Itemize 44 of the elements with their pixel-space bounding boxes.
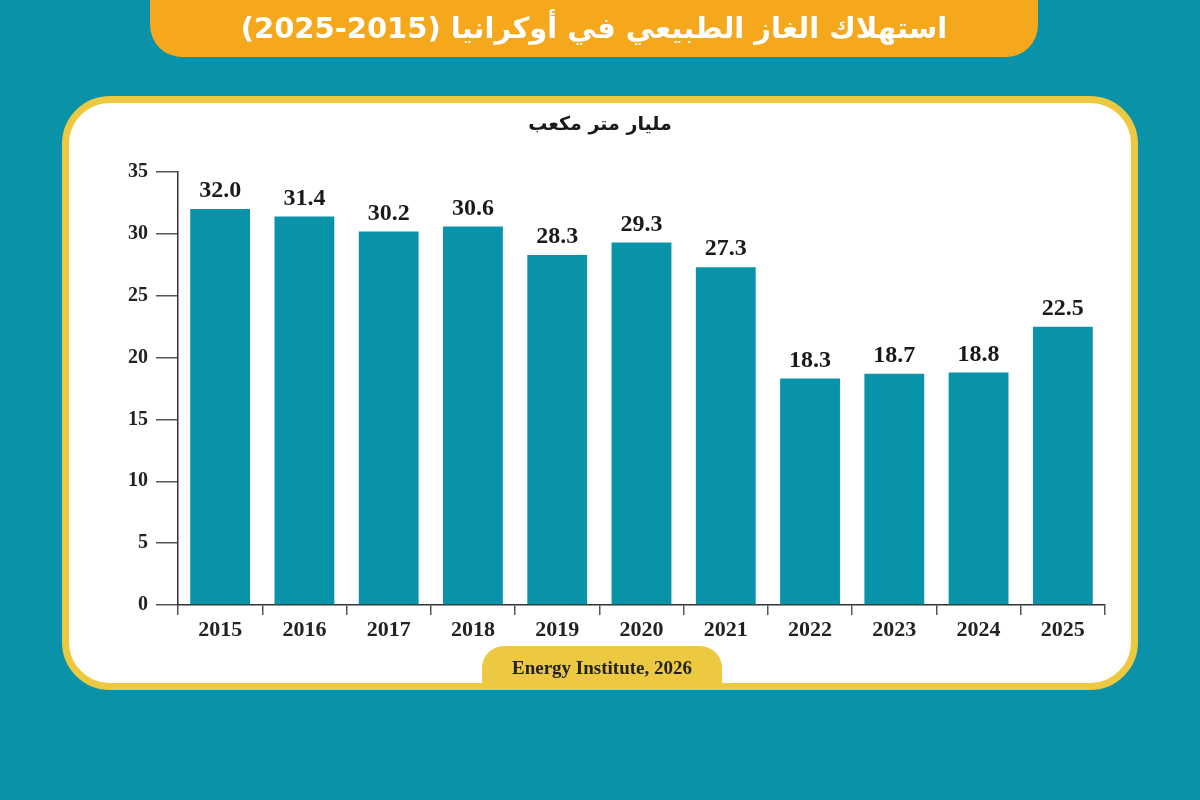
x-tick-label: 2021 [703,615,748,641]
y-tick-label: 5 [138,530,148,553]
y-tick-label: 0 [138,592,148,615]
bar [864,373,925,605]
y-tick-label: 25 [128,282,148,305]
bar [190,209,251,605]
data-label: 27.3 [704,234,747,261]
x-tick-label: 2023 [872,615,917,641]
data-label: 30.2 [367,198,410,225]
data-label: 29.3 [620,209,663,236]
data-label: 32.0 [199,176,242,203]
data-label: 18.8 [957,339,1000,366]
y-axis-title: مليار متر مكعب [528,111,672,135]
y-tick-label: 10 [128,468,148,491]
bar [695,267,756,605]
x-tick-label: 2025 [1040,615,1085,641]
data-label: 18.7 [873,340,916,367]
x-tick-label: 2017 [366,615,411,641]
y-tick-label: 15 [128,406,148,429]
chart-title: استهلاك الغاز الطبيعي في أوكرانيا (2015-2025) [239,8,949,47]
bar [1032,326,1093,605]
data-label: 22.5 [1041,293,1084,320]
bar [780,378,840,605]
x-tick-label: 2019 [535,615,580,641]
data-label: 30.6 [451,193,494,220]
x-tick-label: 2018 [450,615,495,641]
x-tick-label: 2015 [198,615,243,641]
bar [358,231,419,605]
bar [948,372,1009,605]
x-tick-label: 2022 [788,615,833,641]
bar [611,242,672,605]
y-tick-label: 20 [128,344,148,367]
y-tick-label: 30 [128,221,148,244]
data-label: 18.3 [789,345,832,372]
y-tick-label: 35 [128,159,148,182]
text: Energy Institute, 2026 [512,657,692,679]
x-tick-label: 2016 [282,615,327,641]
data-label: 28.3 [536,222,579,249]
x-tick-label: 2024 [956,615,1001,641]
x-tick-label: 2020 [619,615,664,641]
data-label: 31.4 [283,183,326,210]
bar [274,216,335,605]
bar [443,226,503,605]
bar [527,254,588,605]
